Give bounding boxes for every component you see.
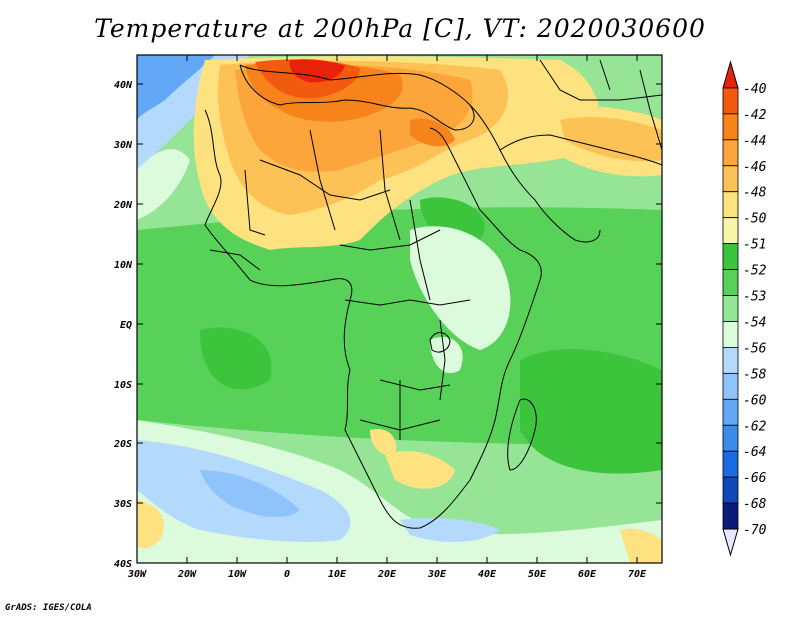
colorbar-swatch bbox=[722, 87, 739, 115]
colorbar-swatch bbox=[722, 113, 739, 141]
longitude-labels: 30W 20W 10W 0 10E 20E 30E 40E 50E 60E 70… bbox=[127, 569, 647, 580]
colorbar-label: -64 bbox=[743, 445, 766, 460]
lat-label: 40S bbox=[114, 559, 132, 570]
colorbar-label: -46 bbox=[743, 160, 767, 175]
latitude-labels: 40N 30N 20N 10N EQ 10S 20S 30S 40S bbox=[113, 80, 133, 570]
plot-frame bbox=[136, 54, 663, 564]
colorbar-label: -70 bbox=[743, 523, 767, 538]
colorbar-swatch bbox=[722, 372, 739, 400]
colorbar-swatch bbox=[722, 347, 739, 374]
axis-ticks bbox=[137, 55, 662, 563]
colorbar-label: -56 bbox=[743, 341, 767, 356]
colorbar-swatch bbox=[722, 243, 739, 270]
lat-label: 20N bbox=[113, 200, 133, 211]
colorbar-bottom-arrow bbox=[722, 528, 739, 557]
lon-label: 50E bbox=[528, 569, 547, 580]
colorbar-swatch bbox=[722, 139, 739, 167]
lat-label: 10S bbox=[114, 380, 132, 391]
colorbar-label: -48 bbox=[743, 186, 767, 201]
lat-label: EQ bbox=[120, 320, 132, 331]
colorbar-label: -60 bbox=[743, 393, 767, 408]
lon-label: 10W bbox=[228, 569, 247, 580]
colorbar-label: -51 bbox=[743, 238, 766, 253]
map-title: Temperature at 200hPa [C], VT: 202003060… bbox=[94, 14, 706, 43]
colorbar-label: -52 bbox=[743, 264, 767, 279]
colorbar-swatch bbox=[722, 191, 739, 219]
colorbar-swatch bbox=[722, 398, 739, 426]
lon-label: 20W bbox=[177, 569, 197, 580]
colorbar-swatch bbox=[722, 450, 739, 478]
lat-label: 40N bbox=[114, 80, 133, 91]
lon-label: 20E bbox=[377, 569, 397, 580]
grads-credit: GrADS: IGES/COLA bbox=[5, 603, 92, 613]
lat-label: 20S bbox=[113, 439, 132, 450]
colorbar-swatch bbox=[722, 165, 739, 193]
colorbar-label: -53 bbox=[743, 290, 766, 305]
coastlines bbox=[204, 59, 662, 529]
colorbar-swatch bbox=[722, 217, 739, 245]
colorbar-swatch bbox=[722, 295, 739, 322]
lat-label: 30S bbox=[113, 499, 132, 510]
colorbar-swatch bbox=[722, 269, 739, 296]
colorbar-swatch bbox=[722, 476, 739, 504]
colorbar-label: -50 bbox=[743, 212, 767, 227]
lon-label: 40E bbox=[478, 569, 497, 580]
colorbar-label: -68 bbox=[743, 497, 767, 512]
lat-label: 10N bbox=[114, 260, 133, 271]
colorbar-label: -40 bbox=[743, 82, 767, 97]
lon-label: 60E bbox=[578, 569, 597, 580]
colorbar-label: -66 bbox=[743, 471, 767, 486]
colorbar-swatch bbox=[722, 502, 739, 530]
lon-label: 30W bbox=[127, 569, 147, 580]
lon-label: 10E bbox=[328, 569, 347, 580]
lon-label: 70E bbox=[628, 569, 647, 580]
colorbar-label: -44 bbox=[743, 134, 766, 149]
colorbar-top-arrow bbox=[722, 60, 739, 89]
temperature-field bbox=[137, 55, 662, 563]
colorbar-swatch bbox=[722, 424, 739, 452]
colorbar-label: -54 bbox=[743, 315, 766, 330]
lon-label: 30E bbox=[427, 569, 447, 580]
colorbar-label: -42 bbox=[743, 108, 767, 123]
colorbar-label: -58 bbox=[743, 367, 767, 382]
lon-label: 0 bbox=[284, 569, 290, 580]
colorbar: -40 -42 -44 -46 -48 -50 -51 -52 -53 -54 -56 -58 -60 -… bbox=[722, 60, 767, 557]
lat-label: 30N bbox=[113, 140, 133, 151]
colorbar-label: -62 bbox=[743, 419, 767, 434]
colorbar-swatch bbox=[722, 321, 739, 348]
